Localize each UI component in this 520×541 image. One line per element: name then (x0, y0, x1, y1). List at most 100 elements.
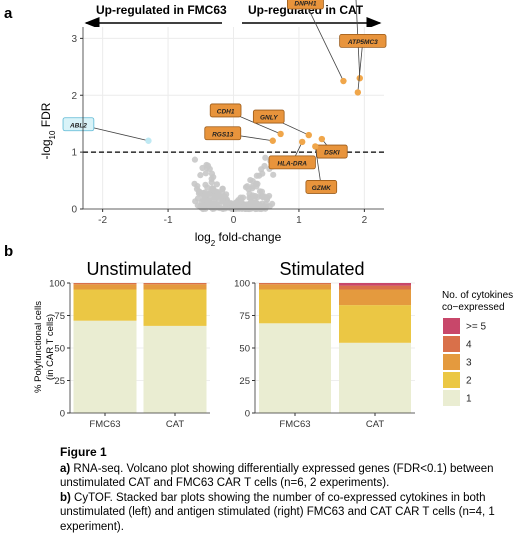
gene-label-box (339, 34, 387, 48)
category-label-cat: CAT (366, 419, 384, 430)
gene-point-abl2 (145, 137, 152, 144)
bar-segment-fmc63-4 (73, 283, 137, 285)
bar-segment-cat-3 (143, 284, 207, 290)
bar-segment-cat-4 (143, 283, 207, 285)
ns-point (235, 203, 242, 210)
ns-point (237, 194, 244, 201)
cytokine-legend: No. of cytokines co−expressed >= 5 4 3 2 1 (442, 290, 513, 406)
ns-point (219, 198, 226, 205)
gene-label-box (268, 155, 316, 170)
legend-label-5: >= 5 (466, 322, 486, 333)
ns-point (213, 181, 221, 188)
stimulated-title: Stimulated (279, 259, 364, 279)
legend-label-3: 3 (466, 358, 472, 369)
legend-swatch-1 (443, 390, 460, 406)
figure-label: Figure 1 (60, 445, 107, 459)
ns-point (259, 200, 266, 207)
volcano-xlabel: log2 fold-change (195, 230, 282, 248)
ns-point (199, 204, 206, 211)
gene-label-atp5mc3: ATP5MC3 (347, 39, 378, 46)
gene-label-dski: DSKI (324, 150, 340, 157)
bar-y-tick-label: 25 (239, 376, 250, 387)
volcano-plot: Up-regulated in FMC63 Up-regulated in CA… (39, 0, 387, 248)
gene-label-hla-dra: HLA-DRA (277, 160, 307, 167)
gene-label-dnph1: DNPH1 (294, 1, 316, 8)
bar-y-tick-label: 25 (54, 376, 65, 387)
ns-point (270, 171, 277, 178)
gene-point-rgs13 (269, 137, 276, 144)
arrow-right-text: Up-regulated in CAT (248, 3, 364, 17)
bar-y-tick-label: 0 (245, 408, 250, 419)
volcano-grid (83, 27, 384, 210)
ns-point (210, 187, 217, 194)
stimulated-bar-chart: FMC63 CAT 0 25 50 75 100 (234, 278, 415, 430)
y-tick-label: 1 (71, 148, 77, 159)
ns-point (256, 172, 263, 179)
bar-segment-cat-2 (143, 289, 207, 326)
gene-label-box (209, 103, 242, 118)
gene-point-dski (318, 135, 326, 143)
figure-caption: Figure 1 a) RNA-seq. Volcano plot showin… (60, 445, 515, 534)
legend-swatch-3 (443, 354, 460, 370)
ns-point (191, 156, 199, 163)
gene-label-gnly: GNLY (260, 115, 278, 122)
bar-y-tick-label: 75 (54, 311, 65, 322)
caption-b: b) CyTOF. Stacked bar plots showing the … (60, 491, 495, 533)
bar-segment-cat-2 (339, 305, 411, 343)
ns-point (259, 205, 266, 212)
non-significant-points (191, 154, 277, 213)
ns-point (192, 198, 199, 205)
label-connector (355, 0, 361, 79)
bar-ylabel-line1: % Polyfunctional cells (33, 301, 44, 393)
gene-point-cdh1 (277, 130, 284, 138)
legend-title-line1: No. of cytokines (442, 290, 513, 301)
bar-segment-fmc63-2 (259, 289, 331, 324)
volcano-ylabel: -log10 FDR (39, 102, 57, 159)
label-connector (357, 40, 364, 93)
category-label-fmc63: FMC63 (279, 419, 310, 430)
category-label-cat: CAT (166, 419, 184, 430)
label-connector (305, 2, 344, 82)
category-label-fmc63: FMC63 (89, 419, 120, 430)
ns-point (261, 193, 268, 200)
bar-segment-cat-5 (339, 283, 411, 286)
unstimulated-bar-chart: FMC63 CAT 0 25 50 75 100 (49, 278, 210, 430)
ns-point (201, 192, 208, 199)
bar-segment-fmc63-4 (259, 283, 331, 285)
ns-point (206, 200, 213, 207)
y-tick-label: 0 (71, 205, 77, 216)
panel-a-label: a (4, 5, 13, 22)
x-tick-label: 1 (296, 215, 302, 226)
gene-point-hla-dpa1 (356, 74, 363, 82)
bar-segment-cat-1 (143, 325, 207, 413)
y-tick-label: 2 (71, 91, 77, 102)
gene-label-gzmk: GZMK (312, 185, 332, 192)
ns-point (229, 202, 236, 210)
arrow-left-text: Up-regulated in FMC63 (96, 3, 227, 17)
bar-ylabel-line2: (in CAR T cells) (45, 314, 56, 380)
gene-point-dnph1 (340, 77, 347, 85)
ns-point (210, 173, 217, 181)
x-tick-label: 2 (362, 215, 368, 226)
bar-segment-cat-4 (339, 285, 411, 290)
legend-title-line2: co−expressed (442, 302, 505, 313)
bar-segment-fmc63-3 (73, 284, 137, 290)
caption-a: a) RNA-seq. Volcano plot showing differe… (60, 462, 494, 490)
bar-y-tick-label: 100 (49, 278, 65, 289)
ns-point (202, 170, 209, 177)
legend-label-1: 1 (466, 394, 472, 405)
bar-segment-fmc63-3 (259, 284, 331, 290)
legend-label-2: 2 (466, 376, 472, 387)
legend-swatch-5 (443, 318, 460, 334)
bar-segment-cat-1 (339, 342, 411, 413)
ns-point (254, 193, 261, 201)
x-tick-label: -1 (164, 215, 173, 226)
gene-label-box (305, 180, 338, 194)
unstimulated-title: Unstimulated (86, 259, 191, 279)
bar-segment-fmc63-2 (73, 289, 137, 321)
bar-segment-fmc63-1 (259, 323, 331, 413)
ns-point (197, 172, 204, 179)
ns-point (204, 162, 212, 169)
ns-point (223, 191, 230, 198)
legend-swatch-4 (443, 336, 460, 352)
